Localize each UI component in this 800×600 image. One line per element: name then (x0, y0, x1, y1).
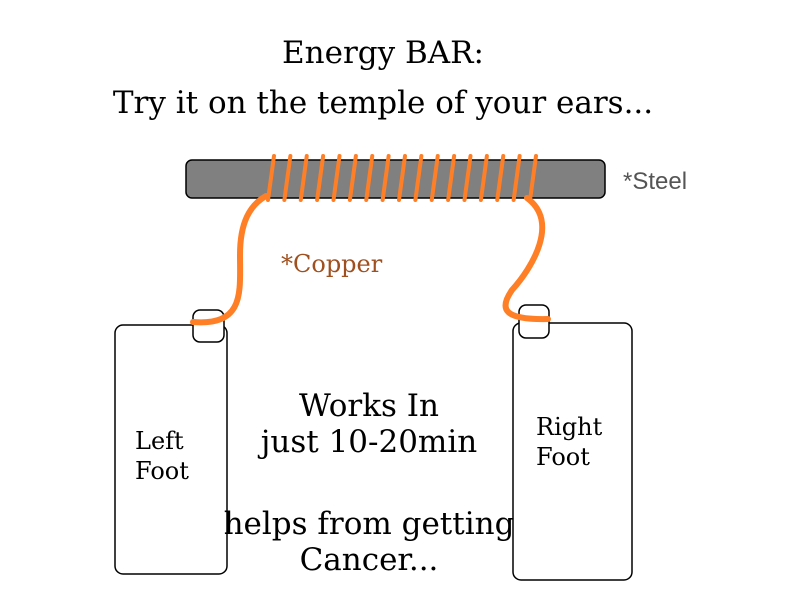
coil-winding (315, 154, 326, 202)
copper-coil (266, 154, 538, 202)
right-foot-label-line1: Right (536, 413, 603, 441)
coil-winding (282, 154, 293, 202)
helps-line2: Cancer... (299, 542, 439, 578)
diagram-subtitle: Try it on the temple of your ears... (112, 85, 654, 121)
right-foot-label-line2: Foot (536, 443, 590, 471)
left-foot-label-line2: Foot (135, 457, 189, 485)
works-in-text: Works In just 10-20min (220, 388, 518, 460)
coil-winding (462, 154, 473, 202)
coil-winding (397, 154, 407, 202)
steel-bar (185, 159, 606, 199)
left-foot-connector (192, 309, 225, 343)
right-foot-label: Right Foot (536, 412, 602, 472)
copper-wire-left (190, 193, 269, 326)
left-foot-block (114, 324, 228, 575)
coil-winding (347, 154, 358, 202)
helps-line1: helps from getting (223, 506, 515, 542)
copper-label: *Copper (281, 250, 383, 278)
coil-winding (266, 154, 276, 202)
coil-winding (364, 154, 375, 202)
coil-winding (380, 154, 391, 202)
coil-winding (429, 154, 440, 202)
steel-label: *Steel (623, 168, 688, 195)
coil-winding (413, 154, 424, 202)
right-foot-block (512, 322, 633, 581)
coil-winding (495, 154, 506, 202)
coil-winding (478, 154, 489, 202)
works-in-line1: Works In (299, 388, 439, 424)
coil-winding (446, 154, 457, 202)
left-foot-label-line1: Left (135, 427, 184, 455)
copper-wire-right (502, 195, 551, 323)
coil-winding (528, 154, 538, 202)
coil-winding (511, 154, 522, 202)
left-foot-label: Left Foot (135, 426, 189, 486)
coil-winding (298, 154, 309, 202)
diagram-title: Energy BAR: (282, 35, 484, 71)
helps-text: helps from getting Cancer... (220, 506, 518, 578)
coil-winding (331, 154, 342, 202)
works-in-line2: just 10-20min (260, 424, 478, 460)
